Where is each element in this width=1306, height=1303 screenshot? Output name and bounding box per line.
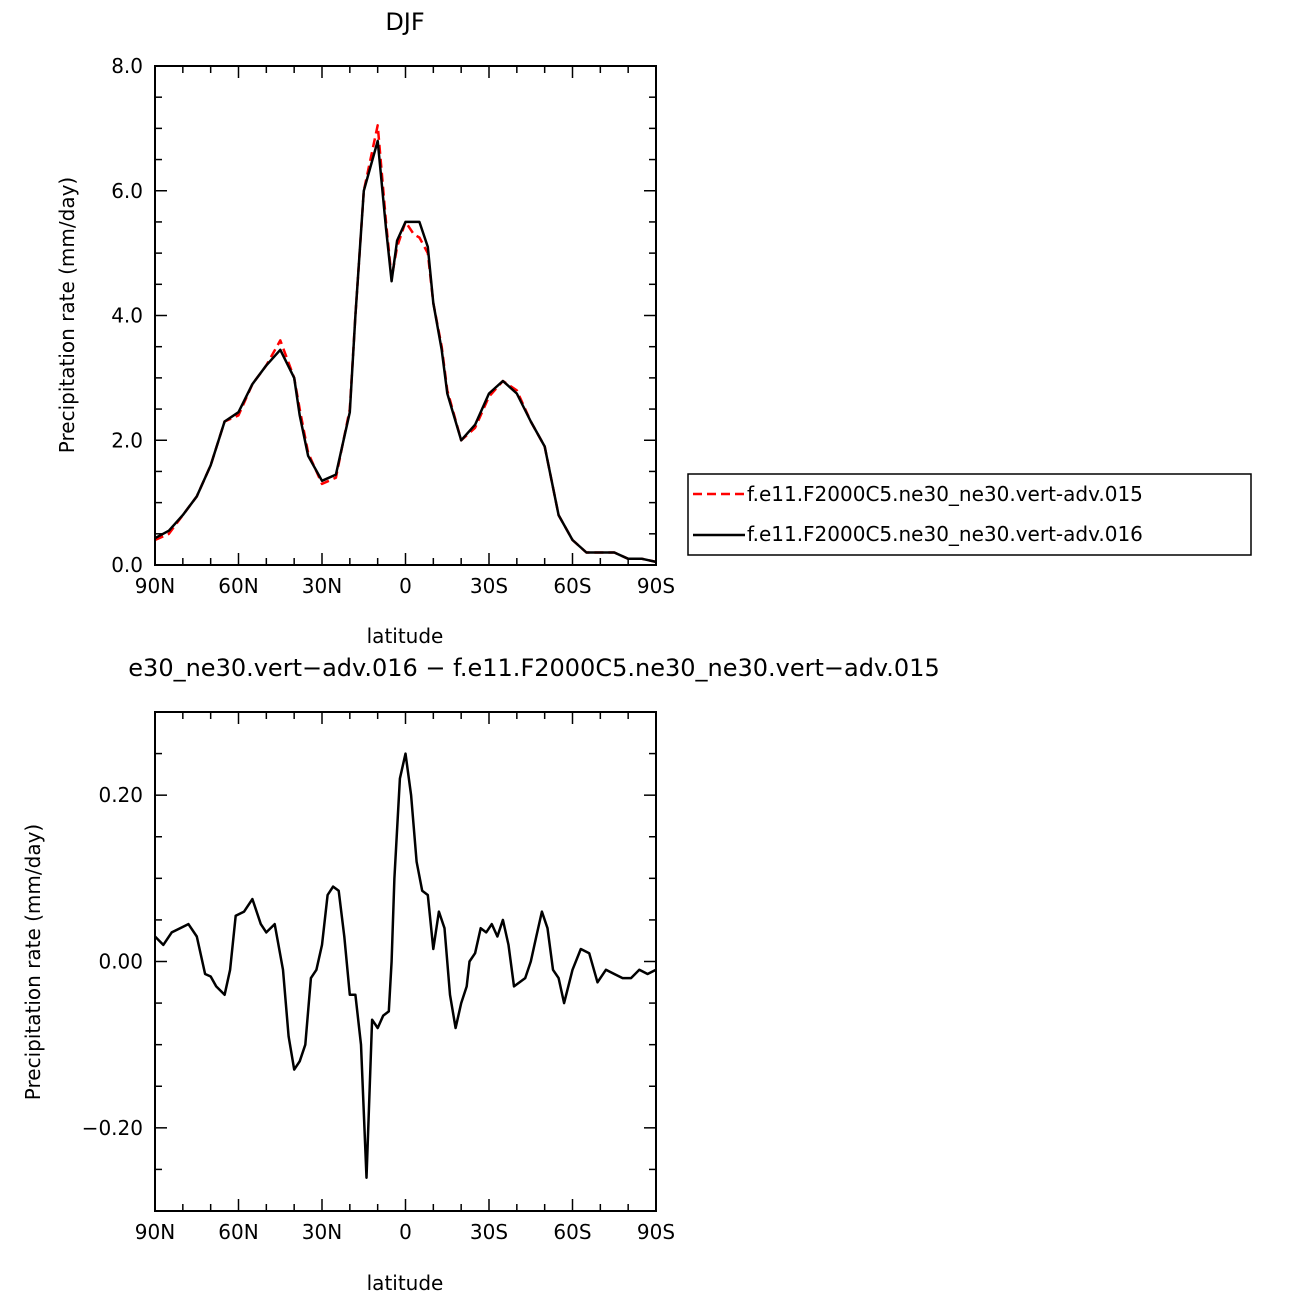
y-tick-label: 8.0: [111, 54, 143, 78]
x-tick-label: 30N: [302, 1220, 342, 1244]
x-tick-label: 60S: [553, 574, 591, 598]
y-tick-label: 0.0: [111, 553, 143, 577]
y-tick-label: 0.20: [98, 783, 143, 807]
x-tick-label: 90N: [135, 1220, 175, 1244]
legend-box: [687, 473, 1252, 556]
x-tick-label: 90S: [637, 1220, 675, 1244]
legend-label-015: f.e11.F2000C5.ne30_ne30.vert-adv.015: [747, 482, 1143, 506]
y-tick-label: 2.0: [111, 428, 143, 452]
plot-frame: [154, 711, 657, 1212]
y-tick-label: 0.00: [98, 950, 143, 974]
x-tick-label: 30S: [470, 1220, 508, 1244]
legend-label-016: f.e11.F2000C5.ne30_ne30.vert-adv.016: [747, 522, 1143, 546]
y-axis-label: Precipitation rate (mm/day): [21, 824, 45, 1100]
y-tick-label: −0.20: [82, 1116, 143, 1140]
x-axis-label: latitude: [367, 1271, 444, 1295]
series-line: [154, 124, 657, 564]
x-tick-label: 60N: [218, 574, 258, 598]
x-tick-label: 30S: [470, 574, 508, 598]
x-tick-label: 0: [399, 1220, 412, 1244]
x-tick-label: 60S: [553, 1220, 591, 1244]
x-tick-label: 60N: [218, 1220, 258, 1244]
legend: f.e11.F2000C5.ne30_ne30.vert-adv.015 f.e…: [687, 473, 1252, 556]
difference-chart: e30_ne30.vert−adv.016 − f.e11.F2000C5.ne…: [21, 654, 940, 1295]
x-tick-label: 90N: [135, 574, 175, 598]
series-line: [154, 752, 657, 1179]
plot-frame: [154, 65, 657, 566]
chart-title: e30_ne30.vert−adv.016 − f.e11.F2000C5.ne…: [128, 654, 939, 682]
series-line: [154, 139, 657, 564]
y-tick-label: 6.0: [111, 179, 143, 203]
mean-precip-chart: DJF 90N 60N 30N 0 30S 60S 90S 0.0 2.0 4.0 6.0 8.0 l…: [55, 8, 675, 648]
y-tick-label: 4.0: [111, 304, 143, 328]
x-tick-label: 30N: [302, 574, 342, 598]
x-axis-label: latitude: [367, 624, 444, 648]
x-tick-label: 90S: [637, 574, 675, 598]
y-axis-label: Precipitation rate (mm/day): [55, 177, 79, 453]
chart-title: DJF: [385, 8, 424, 36]
x-tick-label: 0: [399, 574, 412, 598]
